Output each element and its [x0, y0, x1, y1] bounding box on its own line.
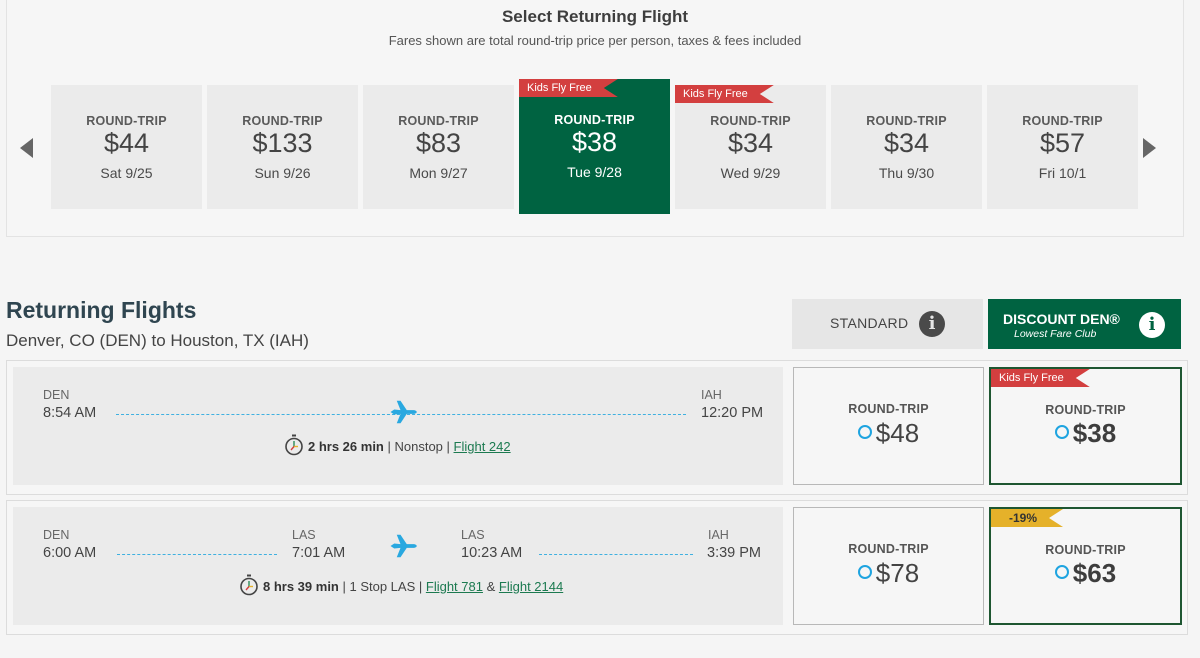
fare-radio-button[interactable]	[1054, 425, 1069, 439]
flight-row: DEN 6:00 AM LAS 7:01 AM LAS 10:23 AM IAH…	[6, 500, 1188, 635]
standard-label: STANDARD	[830, 315, 909, 331]
fare-type: ROUND-TRIP	[1045, 543, 1126, 557]
fare-price: $44	[103, 128, 150, 158]
date-card-sun-9-26[interactable]: ROUND-TRIP $133 Sun 9/26	[207, 85, 358, 209]
returning-flights-title: Returning Flights	[6, 297, 197, 323]
stop-depart-airport: LAS	[461, 528, 485, 542]
fare-type: ROUND-TRIP	[554, 113, 635, 127]
fare-price: $83	[415, 128, 462, 158]
date-card-tue-9-28-selected[interactable]: Kids Fly Free ROUND-TRIP $38 Tue 9/28	[519, 79, 670, 214]
standard-fare-option[interactable]: ROUND-TRIP $48	[793, 367, 984, 485]
fare-radio-button[interactable]	[1054, 565, 1069, 579]
flight-number-link[interactable]: Flight 242	[453, 439, 511, 454]
fare-radio-button[interactable]	[857, 565, 872, 579]
discount-percent-ribbon: -19%	[991, 509, 1063, 527]
arrive-time: 3:39 PM	[707, 545, 761, 561]
prev-dates-arrow-icon[interactable]	[20, 138, 33, 158]
flight-number-link[interactable]: Flight 781	[425, 579, 483, 594]
fare-price: $133	[252, 128, 313, 158]
route-line	[117, 554, 277, 555]
fare-type: ROUND-TRIP	[1045, 403, 1126, 417]
standard-info-icon[interactable]: i	[919, 311, 945, 337]
fare-date: Fri 10/1	[1038, 165, 1087, 181]
fare-type: ROUND-TRIP	[1022, 114, 1103, 128]
flight-stops: Nonstop	[394, 439, 443, 454]
link-joiner: &	[486, 579, 496, 594]
fare-type: ROUND-TRIP	[242, 114, 323, 128]
fare-type: ROUND-TRIP	[866, 114, 947, 128]
stop-arrive-airport: LAS	[292, 528, 316, 542]
date-card-sat-9-25[interactable]: ROUND-TRIP $44 Sat 9/25	[51, 85, 202, 209]
depart-time: 6:00 AM	[43, 545, 97, 561]
date-card-fri-10-1[interactable]: ROUND-TRIP $57 Fri 10/1	[987, 85, 1138, 209]
stopwatch-icon	[285, 434, 303, 456]
date-selector-title: Select Returning Flight	[501, 7, 689, 26]
date-card-mon-9-27[interactable]: ROUND-TRIP $83 Mon 9/27	[363, 85, 514, 209]
fare-date: Tue 9/28	[567, 164, 622, 180]
fare-price: $38	[571, 127, 618, 157]
arrive-airport: IAH	[701, 388, 722, 402]
fare-date: Sat 9/25	[100, 165, 153, 181]
fare-date: Wed 9/29	[720, 165, 781, 181]
depart-time: 8:54 AM	[43, 405, 97, 421]
flight-summary: 8 hrs 39 min | 1 Stop LAS | Flight 781 &…	[239, 574, 563, 596]
stop-arrive-time: 7:01 AM	[292, 545, 346, 561]
discount-den-sublabel: Lowest Fare Club	[1014, 328, 1097, 340]
flight-itinerary: DEN 6:00 AM LAS 7:01 AM LAS 10:23 AM IAH…	[13, 507, 783, 625]
fare-type: ROUND-TRIP	[848, 402, 929, 416]
airplane-icon	[390, 400, 417, 424]
fare-price: $34	[727, 128, 774, 158]
fare-date: Sun 9/26	[254, 165, 311, 181]
route-description: Denver, CO (DEN) to Houston, TX (IAH)	[6, 331, 309, 350]
flight-number-link[interactable]: Flight 2144	[498, 579, 564, 594]
flight-stops: 1 Stop LAS	[349, 579, 416, 594]
fare-price: $38	[1072, 418, 1117, 448]
fare-price: $63	[1072, 558, 1117, 588]
flight-summary: 2 hrs 26 min | Nonstop | Flight 242	[284, 434, 511, 456]
kids-fly-free-ribbon: Kids Fly Free	[675, 85, 774, 103]
depart-airport: DEN	[43, 528, 70, 542]
fare-type: ROUND-TRIP	[398, 114, 479, 128]
stopwatch-icon	[240, 574, 258, 596]
fare-date: Mon 9/27	[409, 165, 468, 181]
arrive-time: 12:20 PM	[701, 405, 764, 421]
discount-den-label: DISCOUNT DEN®	[1003, 311, 1120, 327]
discount-den-info-icon[interactable]: i	[1139, 312, 1165, 338]
depart-airport: DEN	[43, 388, 70, 402]
fare-price: $48	[875, 418, 920, 448]
fare-price: $34	[883, 128, 930, 158]
date-selector-subtitle: Fares shown are total round-trip price p…	[388, 33, 802, 48]
next-dates-arrow-icon[interactable]	[1143, 138, 1156, 158]
fare-price: $57	[1039, 128, 1086, 158]
fare-price: $78	[875, 558, 920, 588]
arrive-airport: IAH	[708, 528, 729, 542]
standard-fare-option[interactable]: ROUND-TRIP $78	[793, 507, 984, 625]
date-card-thu-9-30[interactable]: ROUND-TRIP $34 Thu 9/30	[831, 85, 982, 209]
stop-depart-time: 10:23 AM	[461, 545, 523, 561]
flight-duration: 2 hrs 26 min	[308, 439, 384, 454]
date-card-wed-9-29[interactable]: Kids Fly Free ROUND-TRIP $34 Wed 9/29	[675, 85, 826, 209]
flight-duration: 8 hrs 39 min	[263, 579, 339, 594]
standard-fare-column-header: STANDARD i	[792, 299, 983, 349]
discount-den-fare-option[interactable]: Kids Fly Free ROUND-TRIP $38	[989, 367, 1182, 485]
discount-den-fare-option[interactable]: -19% ROUND-TRIP $63	[989, 507, 1182, 625]
fare-date: Thu 9/30	[878, 165, 935, 181]
kids-fly-free-ribbon: Kids Fly Free	[991, 369, 1090, 387]
fare-type: ROUND-TRIP	[848, 542, 929, 556]
flight-itinerary: DEN 8:54 AM IAH 12:20 PM 2 hrs 26 min | …	[13, 367, 783, 485]
discount-den-column-header: DISCOUNT DEN® Lowest Fare Club i	[988, 299, 1181, 349]
fare-type: ROUND-TRIP	[710, 114, 791, 128]
route-line	[539, 554, 693, 555]
flight-row: DEN 8:54 AM IAH 12:20 PM 2 hrs 26 min | …	[6, 360, 1188, 495]
fare-type: ROUND-TRIP	[86, 114, 167, 128]
kids-fly-free-ribbon: Kids Fly Free	[519, 79, 618, 97]
fare-radio-button[interactable]	[857, 425, 872, 439]
airplane-icon	[390, 534, 417, 558]
